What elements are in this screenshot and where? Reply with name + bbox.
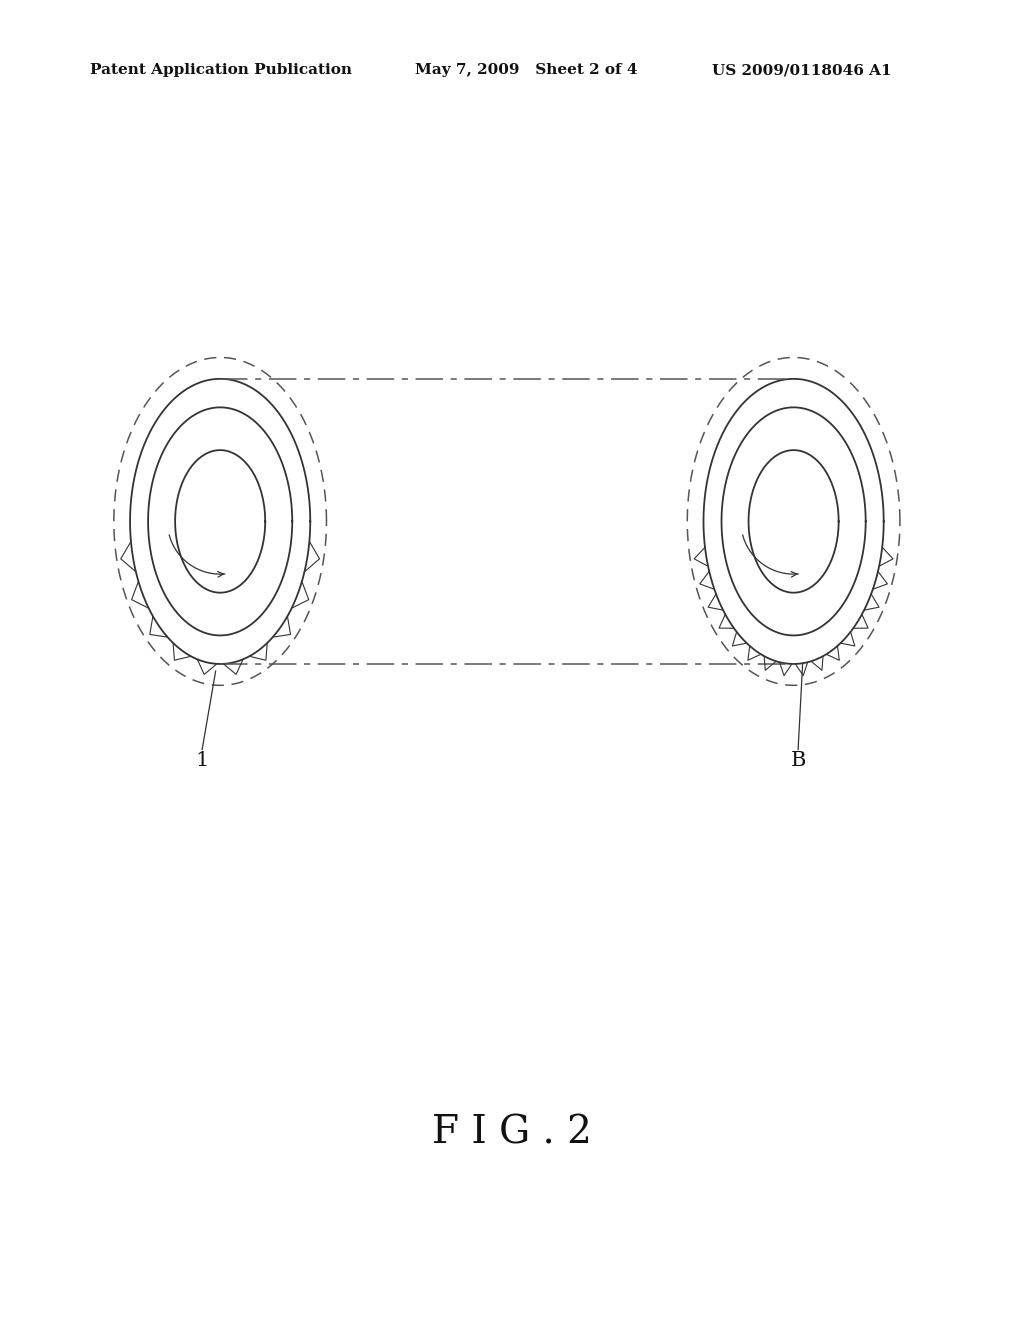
Text: B: B [791, 751, 806, 770]
Text: US 2009/0118046 A1: US 2009/0118046 A1 [712, 63, 891, 78]
Text: 1: 1 [196, 751, 209, 770]
Text: Patent Application Publication: Patent Application Publication [90, 63, 352, 78]
Text: May 7, 2009   Sheet 2 of 4: May 7, 2009 Sheet 2 of 4 [415, 63, 637, 78]
Text: F I G . 2: F I G . 2 [432, 1114, 592, 1151]
